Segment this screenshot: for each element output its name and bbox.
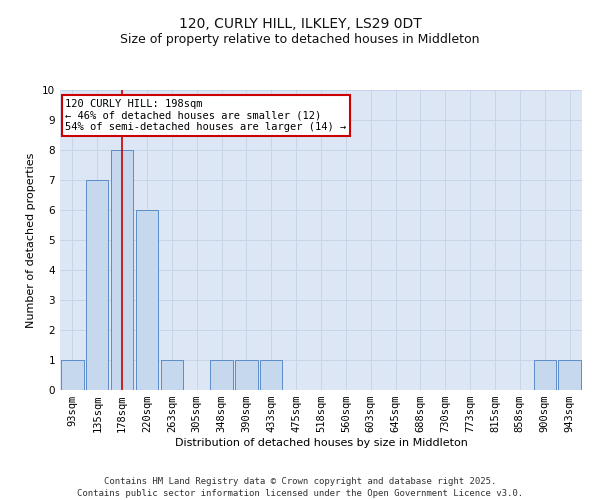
- Bar: [559, 360, 581, 390]
- Text: 120 CURLY HILL: 198sqm
← 46% of detached houses are smaller (12)
54% of semi-det: 120 CURLY HILL: 198sqm ← 46% of detached…: [65, 99, 346, 132]
- Bar: [235, 360, 257, 390]
- Bar: [111, 150, 133, 390]
- Bar: [86, 180, 109, 390]
- Bar: [260, 360, 283, 390]
- Bar: [533, 360, 556, 390]
- X-axis label: Distribution of detached houses by size in Middleton: Distribution of detached houses by size …: [175, 438, 467, 448]
- Y-axis label: Number of detached properties: Number of detached properties: [26, 152, 37, 328]
- Bar: [161, 360, 183, 390]
- Bar: [61, 360, 83, 390]
- Bar: [136, 210, 158, 390]
- Text: Contains HM Land Registry data © Crown copyright and database right 2025.
Contai: Contains HM Land Registry data © Crown c…: [77, 476, 523, 498]
- Text: Size of property relative to detached houses in Middleton: Size of property relative to detached ho…: [120, 32, 480, 46]
- Text: 120, CURLY HILL, ILKLEY, LS29 0DT: 120, CURLY HILL, ILKLEY, LS29 0DT: [179, 18, 421, 32]
- Bar: [211, 360, 233, 390]
